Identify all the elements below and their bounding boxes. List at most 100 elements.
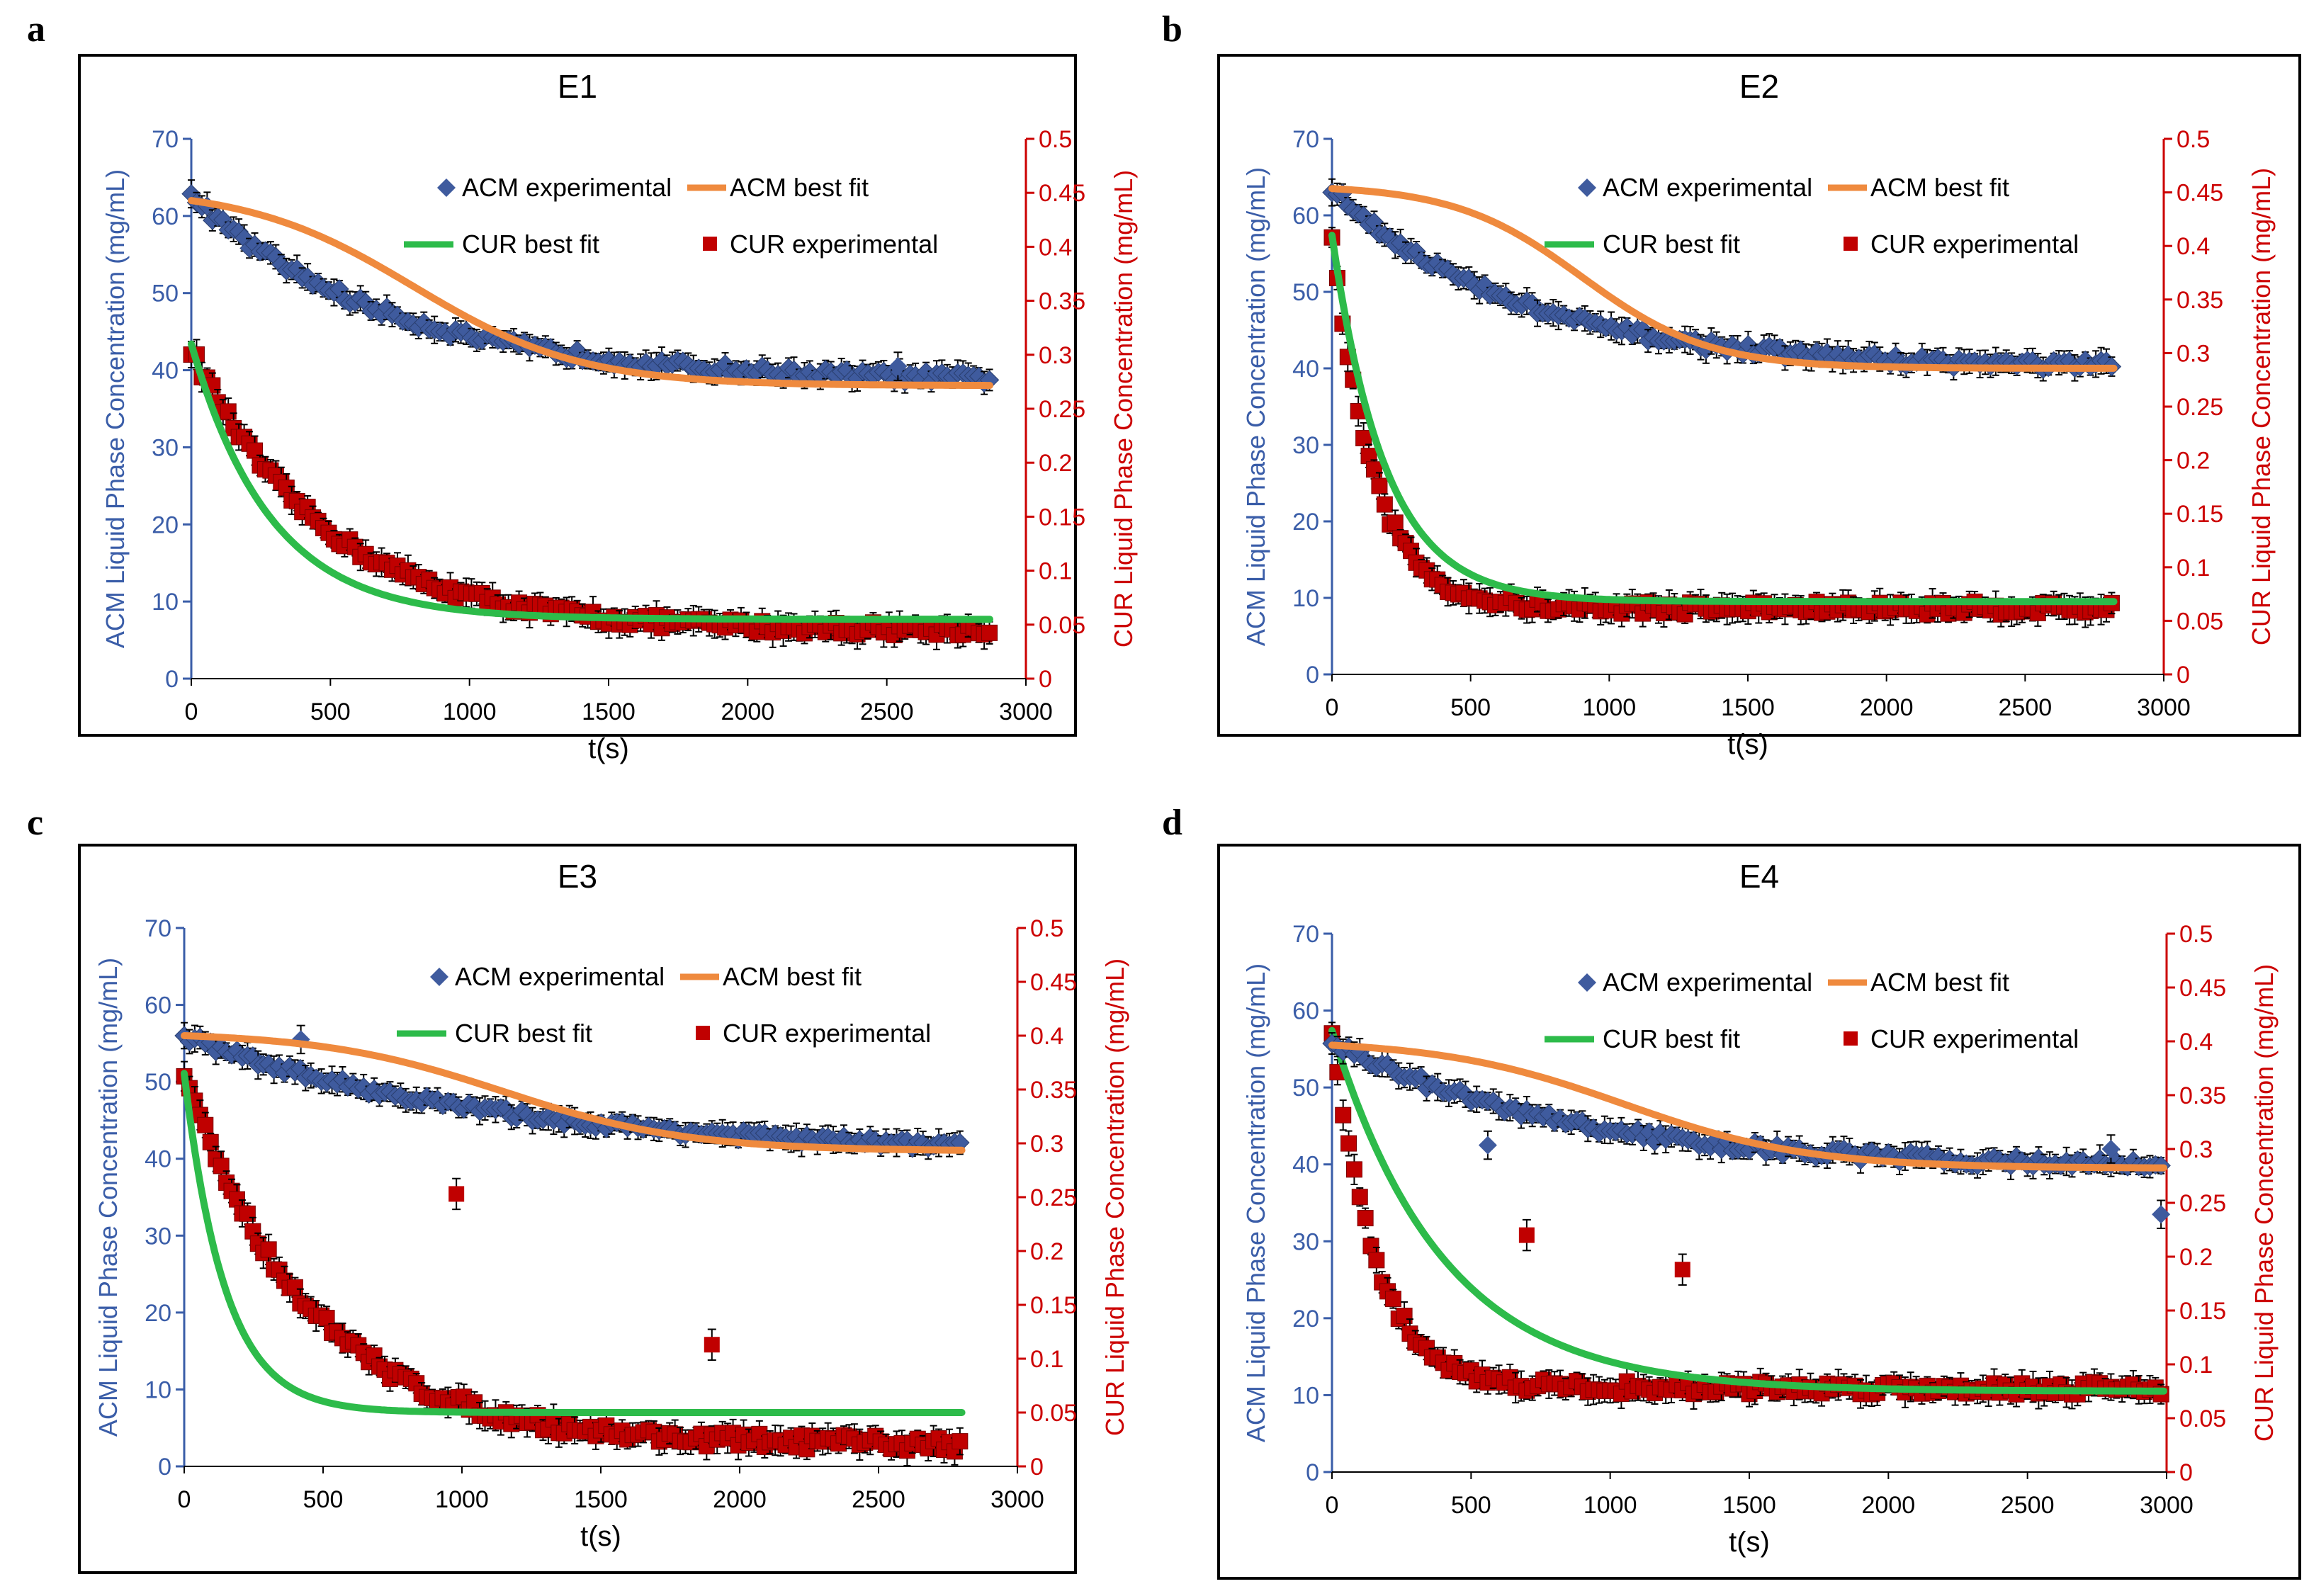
- right-tick-label: 0.2: [2177, 448, 2210, 475]
- x-tick-label: 500: [303, 1486, 344, 1513]
- x-tick-label: 2500: [1999, 694, 2053, 721]
- right-tick-label: 0.25: [1030, 1184, 1077, 1211]
- panel-title: E3: [558, 858, 597, 895]
- left-tick-label: 60: [145, 992, 171, 1019]
- panel-title: E1: [558, 68, 597, 105]
- right-tick-label: 0.2: [1039, 450, 1072, 477]
- x-tick-label: 3000: [990, 1486, 1044, 1513]
- x-tick-label: 500: [310, 698, 351, 725]
- legend-label-acm-experimental: ACM experimental: [455, 962, 665, 991]
- left-tick-label: 10: [1292, 585, 1319, 612]
- left-axis-label: ACM Liquid Phase Concentration (mg/mL): [94, 958, 123, 1437]
- legend: ACM experimental ACM best fit CUR best fit…: [404, 173, 938, 259]
- panel-c: c E3 0 10 20 30 40 50 60 70 0 0.05 0.1 0.15 0.2 0.25 0.3…: [27, 803, 1129, 1574]
- acm-best-fit-line: [1328, 185, 2118, 372]
- outlier-point: [1518, 1227, 1535, 1243]
- panel-d: d E4 0 10 20 30 40 50 60 70 0 0.05 0.1 0.15 0.2 0.25 0.3…: [1162, 803, 2301, 1580]
- left-tick-label: 0: [165, 666, 179, 693]
- x-tick-label: 500: [1451, 1492, 1491, 1519]
- legend-label-acm-experimental: ACM experimental: [1603, 173, 1812, 202]
- right-tick-label: 0.5: [1030, 915, 1063, 942]
- x-tick-label: 2000: [1860, 694, 1914, 721]
- left-tick-label: 50: [1292, 1075, 1319, 1102]
- right-tick-label: 0.5: [1039, 126, 1072, 153]
- left-tick-label: 50: [152, 281, 179, 307]
- data-point: [1384, 1291, 1401, 1308]
- x-tick-label: 0: [185, 698, 198, 725]
- legend-label-acm-best-fit: ACM best fit: [730, 173, 869, 202]
- right-tick-label: 0.05: [2177, 608, 2223, 635]
- outlier-point: [704, 1337, 720, 1353]
- right-tick-label: 0.35: [2177, 287, 2223, 314]
- data-point: [213, 1158, 230, 1175]
- left-tick-label: 0: [158, 1454, 171, 1481]
- outlier-point: [888, 357, 908, 376]
- x-tick-label: 1000: [435, 1486, 489, 1513]
- legend-square-icon: [696, 1026, 710, 1040]
- legend-diamond-icon: [1578, 179, 1596, 197]
- panel-title: E4: [1739, 858, 1779, 895]
- x-tick-label: 3000: [999, 698, 1053, 725]
- right-tick-label: 0.45: [1039, 180, 1085, 207]
- left-tick-label: 30: [1292, 1228, 1319, 1255]
- data-point: [1335, 1107, 1352, 1124]
- right-tick-label: 0.5: [2177, 126, 2210, 153]
- x-tick-label: 0: [1326, 1492, 1339, 1519]
- outlier-point: [448, 1186, 465, 1202]
- panel-a: a E1 0 10 20 30 40 50 60 70 0 0.05 0.1 0.15 0.2 0.25 0.3…: [27, 9, 1138, 764]
- data-point: [1351, 1189, 1368, 1206]
- data-point: [286, 1279, 303, 1296]
- acm-best-fit-line: [181, 1032, 966, 1154]
- data-point: [1340, 1135, 1357, 1152]
- right-tick-label: 0: [1039, 666, 1052, 693]
- data-point: [981, 624, 998, 641]
- left-tick-label: 60: [152, 203, 179, 230]
- right-axis-label: CUR Liquid Phase Concentration (mg/mL): [2249, 964, 2279, 1442]
- x-tick-label: 0: [1326, 694, 1339, 721]
- right-tick-label: 0.3: [1039, 342, 1072, 369]
- x-tick-label: 2500: [860, 698, 914, 725]
- right-tick-label: 0.4: [1039, 234, 1072, 261]
- left-axis-label: ACM Liquid Phase Concentration (mg/mL): [1241, 963, 1270, 1442]
- data-point: [1345, 1161, 1362, 1178]
- left-tick-label: 20: [145, 1300, 171, 1327]
- right-tick-label: 0.25: [2177, 394, 2223, 421]
- left-tick-label: 40: [1292, 356, 1319, 383]
- left-tick-label: 20: [1292, 1306, 1319, 1332]
- data-point: [1355, 429, 1372, 446]
- right-tick-label: 0.45: [2179, 975, 2226, 1002]
- right-tick-label: 0.4: [2179, 1029, 2213, 1055]
- data-point: [260, 1241, 277, 1258]
- right-axis-label: CUR Liquid Phase Concentration (mg/mL): [1109, 170, 1138, 647]
- right-tick-label: 0.2: [1030, 1238, 1063, 1265]
- panel-frame: [1217, 844, 2301, 1580]
- acm-experimental-series: [1322, 1032, 2171, 1230]
- right-tick-label: 0.1: [2179, 1352, 2213, 1379]
- right-tick-label: 0: [2179, 1459, 2193, 1486]
- right-tick-label: 0.35: [1039, 288, 1085, 315]
- data-point: [1371, 477, 1388, 494]
- x-tick-label: 2500: [2001, 1492, 2055, 1519]
- right-tick-label: 0: [1030, 1454, 1044, 1481]
- x-tick-label: 2000: [1862, 1492, 1916, 1519]
- legend-diamond-icon: [430, 968, 448, 986]
- cur-best-fit-line: [188, 340, 993, 623]
- x-tick-label: 1500: [1722, 1492, 1776, 1519]
- right-tick-label: 0: [2177, 662, 2190, 689]
- panel-letter: d: [1162, 803, 1182, 843]
- left-tick-label: 40: [145, 1146, 171, 1173]
- left-tick-label: 30: [1292, 432, 1319, 459]
- legend-label-cur-experimental: CUR experimental: [1870, 230, 2079, 259]
- left-tick-label: 50: [1292, 279, 1319, 306]
- right-tick-label: 0.15: [1039, 504, 1085, 531]
- right-tick-label: 0.1: [1030, 1346, 1063, 1373]
- right-tick-label: 0.35: [2179, 1082, 2226, 1109]
- right-tick-label: 0.3: [2179, 1136, 2213, 1163]
- left-tick-label: 30: [152, 434, 179, 461]
- left-tick-label: 10: [152, 589, 179, 616]
- legend-label-cur-best-fit: CUR best fit: [462, 230, 599, 259]
- legend-label-acm-experimental: ACM experimental: [462, 173, 672, 202]
- legend-diamond-icon: [437, 179, 456, 197]
- cur-best-fit-line: [1328, 232, 2118, 606]
